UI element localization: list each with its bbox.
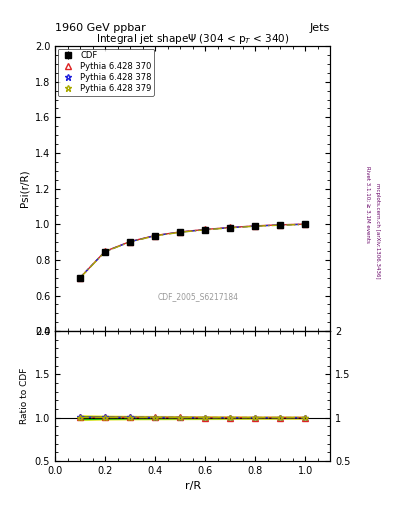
Line: Pythia 6.428 370: Pythia 6.428 370 — [77, 221, 308, 281]
Title: Integral jet shapeΨ (304 < p$_T$ < 340): Integral jet shapeΨ (304 < p$_T$ < 340) — [96, 32, 289, 46]
Text: mcplots.cern.ch [arXiv:1306.3436]: mcplots.cern.ch [arXiv:1306.3436] — [375, 183, 380, 278]
Pythia 6.428 379 — [178, 229, 182, 236]
Pythia 6.428 370 — [253, 223, 257, 229]
Pythia 6.428 370 — [203, 226, 208, 232]
Pythia 6.428 379 — [203, 227, 208, 233]
X-axis label: r/R: r/R — [184, 481, 201, 491]
Pythia 6.428 378 — [78, 274, 83, 281]
Pythia 6.428 379 — [228, 225, 232, 231]
Pythia 6.428 370 — [78, 274, 83, 281]
Y-axis label: Psi(r/R): Psi(r/R) — [19, 170, 29, 207]
Pythia 6.428 379 — [103, 249, 107, 255]
Pythia 6.428 379 — [278, 222, 283, 228]
Text: Rivet 3.1.10; ≥ 3.1M events: Rivet 3.1.10; ≥ 3.1M events — [365, 166, 370, 243]
Text: CDF_2005_S6217184: CDF_2005_S6217184 — [158, 292, 239, 302]
Pythia 6.428 370 — [303, 221, 307, 227]
Pythia 6.428 378 — [303, 221, 307, 227]
Text: 1960 GeV ppbar: 1960 GeV ppbar — [55, 23, 146, 33]
Pythia 6.428 378 — [153, 232, 158, 239]
Line: Pythia 6.428 379: Pythia 6.428 379 — [77, 221, 309, 282]
Pythia 6.428 378 — [253, 223, 257, 229]
Pythia 6.428 378 — [128, 239, 132, 245]
Pythia 6.428 378 — [278, 222, 283, 228]
Pythia 6.428 379 — [78, 275, 83, 281]
Pythia 6.428 379 — [253, 223, 257, 229]
Pythia 6.428 379 — [303, 221, 307, 227]
Line: Pythia 6.428 378: Pythia 6.428 378 — [77, 221, 309, 281]
Legend: CDF, Pythia 6.428 370, Pythia 6.428 378, Pythia 6.428 379: CDF, Pythia 6.428 370, Pythia 6.428 378,… — [57, 49, 154, 96]
Pythia 6.428 378 — [228, 225, 232, 231]
Pythia 6.428 379 — [128, 239, 132, 245]
Y-axis label: Ratio to CDF: Ratio to CDF — [20, 368, 29, 424]
Text: Jets: Jets — [310, 23, 330, 33]
Pythia 6.428 378 — [178, 229, 182, 235]
Pythia 6.428 370 — [153, 232, 158, 239]
Pythia 6.428 378 — [203, 226, 208, 232]
Pythia 6.428 370 — [128, 239, 132, 245]
Pythia 6.428 379 — [153, 233, 158, 239]
Pythia 6.428 378 — [103, 248, 107, 254]
Pythia 6.428 370 — [178, 229, 182, 235]
Pythia 6.428 370 — [103, 248, 107, 254]
Pythia 6.428 370 — [228, 224, 232, 230]
Pythia 6.428 370 — [278, 222, 283, 228]
